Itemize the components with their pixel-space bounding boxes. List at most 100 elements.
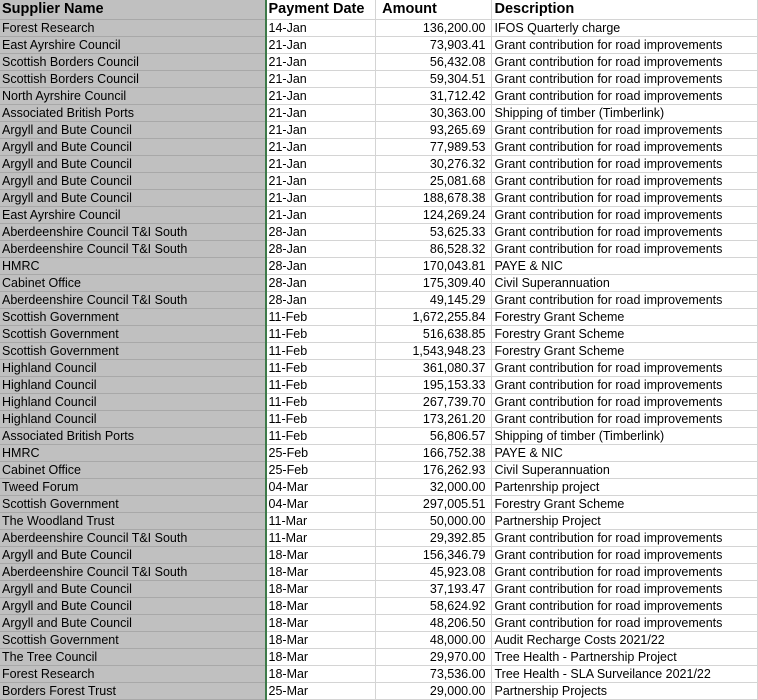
supplier-name-cell[interactable]: HMRC: [0, 444, 267, 462]
supplier-name-cell[interactable]: Scottish Government: [0, 308, 267, 326]
supplier-name-cell[interactable]: Argyll and Bute Council: [0, 121, 267, 139]
amount-cell[interactable]: 56,432.08: [375, 53, 493, 71]
description-cell[interactable]: Grant contribution for road improvements: [491, 155, 758, 173]
payment-date-cell[interactable]: 11-Feb: [265, 325, 377, 343]
payment-date-cell[interactable]: 28-Jan: [265, 274, 377, 292]
payment-date-cell[interactable]: 21-Jan: [265, 155, 377, 173]
payment-date-cell[interactable]: 28-Jan: [265, 240, 377, 258]
payment-date-cell[interactable]: 04-Mar: [265, 495, 377, 513]
supplier-name-cell[interactable]: Argyll and Bute Council: [0, 580, 267, 598]
amount-cell[interactable]: 176,262.93: [375, 461, 493, 479]
payment-date-cell[interactable]: 11-Feb: [265, 410, 377, 428]
supplier-name-cell[interactable]: Argyll and Bute Council: [0, 546, 267, 564]
description-cell[interactable]: Grant contribution for road improvements: [491, 359, 758, 377]
payment-date-cell[interactable]: 21-Jan: [265, 189, 377, 207]
description-cell[interactable]: Forestry Grant Scheme: [491, 495, 758, 513]
amount-cell[interactable]: 516,638.85: [375, 325, 493, 343]
description-cell[interactable]: Shipping of timber (Timberlink): [491, 427, 758, 445]
amount-cell[interactable]: 37,193.47: [375, 580, 493, 598]
payment-date-cell[interactable]: 21-Jan: [265, 53, 377, 71]
description-cell[interactable]: Grant contribution for road improvements: [491, 291, 758, 309]
amount-cell[interactable]: 361,080.37: [375, 359, 493, 377]
description-cell[interactable]: IFOS Quarterly charge: [491, 19, 758, 37]
payment-date-cell[interactable]: 21-Jan: [265, 70, 377, 88]
description-cell[interactable]: Grant contribution for road improvements: [491, 223, 758, 241]
supplier-name-cell[interactable]: North Ayrshire Council: [0, 87, 267, 105]
description-cell[interactable]: Forestry Grant Scheme: [491, 308, 758, 326]
supplier-name-cell[interactable]: Forest Research: [0, 665, 267, 683]
description-cell[interactable]: PAYE & NIC: [491, 257, 758, 275]
description-cell[interactable]: Civil Superannuation: [491, 274, 758, 292]
supplier-name-cell[interactable]: The Woodland Trust: [0, 512, 267, 530]
supplier-name-cell[interactable]: Argyll and Bute Council: [0, 172, 267, 190]
amount-cell[interactable]: 173,261.20: [375, 410, 493, 428]
payment-date-cell[interactable]: 21-Jan: [265, 121, 377, 139]
amount-cell[interactable]: 73,903.41: [375, 36, 493, 54]
description-cell[interactable]: Grant contribution for road improvements: [491, 614, 758, 632]
supplier-name-cell[interactable]: Argyll and Bute Council: [0, 155, 267, 173]
amount-cell[interactable]: 31,712.42: [375, 87, 493, 105]
supplier-name-cell[interactable]: Aberdeenshire Council T&I South: [0, 223, 267, 241]
description-cell[interactable]: Tree Health - SLA Surveilance 2021/22: [491, 665, 758, 683]
supplier-name-cell[interactable]: Forest Research: [0, 19, 267, 37]
supplier-name-cell[interactable]: East Ayrshire Council: [0, 36, 267, 54]
payment-date-cell[interactable]: 11-Mar: [265, 529, 377, 547]
description-cell[interactable]: Grant contribution for road improvements: [491, 172, 758, 190]
amount-cell[interactable]: 56,806.57: [375, 427, 493, 445]
amount-cell[interactable]: 49,145.29: [375, 291, 493, 309]
supplier-name-cell[interactable]: Cabinet Office: [0, 274, 267, 292]
amount-cell[interactable]: 29,000.00: [375, 682, 493, 700]
amount-cell[interactable]: 195,153.33: [375, 376, 493, 394]
supplier-name-cell[interactable]: The Tree Council: [0, 648, 267, 666]
supplier-name-cell[interactable]: Associated British Ports: [0, 104, 267, 122]
supplier-name-cell[interactable]: Aberdeenshire Council T&I South: [0, 563, 267, 581]
description-cell[interactable]: Tree Health - Partnership Project: [491, 648, 758, 666]
amount-cell[interactable]: 170,043.81: [375, 257, 493, 275]
description-cell[interactable]: Partenrship project: [491, 478, 758, 496]
description-cell[interactable]: PAYE & NIC: [491, 444, 758, 462]
supplier-name-cell[interactable]: Tweed Forum: [0, 478, 267, 496]
payment-date-cell[interactable]: 18-Mar: [265, 614, 377, 632]
payment-date-cell[interactable]: 25-Mar: [265, 682, 377, 700]
supplier-name-cell[interactable]: HMRC: [0, 257, 267, 275]
description-cell[interactable]: Grant contribution for road improvements: [491, 189, 758, 207]
amount-cell[interactable]: 136,200.00: [375, 19, 493, 37]
payment-date-cell[interactable]: 11-Feb: [265, 427, 377, 445]
amount-cell[interactable]: 166,752.38: [375, 444, 493, 462]
payment-date-cell[interactable]: 18-Mar: [265, 665, 377, 683]
description-cell[interactable]: Shipping of timber (Timberlink): [491, 104, 758, 122]
description-cell[interactable]: Grant contribution for road improvements: [491, 546, 758, 564]
amount-cell[interactable]: 93,265.69: [375, 121, 493, 139]
description-cell[interactable]: Grant contribution for road improvements: [491, 206, 758, 224]
amount-cell[interactable]: 58,624.92: [375, 597, 493, 615]
description-cell[interactable]: Grant contribution for road improvements: [491, 529, 758, 547]
supplier-name-cell[interactable]: Highland Council: [0, 393, 267, 411]
payment-date-cell[interactable]: 11-Feb: [265, 376, 377, 394]
payment-date-cell[interactable]: 11-Feb: [265, 359, 377, 377]
payment-date-cell[interactable]: 11-Mar: [265, 512, 377, 530]
description-cell[interactable]: Partnership Project: [491, 512, 758, 530]
amount-cell[interactable]: 30,363.00: [375, 104, 493, 122]
supplier-name-cell[interactable]: Highland Council: [0, 359, 267, 377]
payment-date-cell[interactable]: 21-Jan: [265, 138, 377, 156]
supplier-name-cell[interactable]: Argyll and Bute Council: [0, 189, 267, 207]
supplier-name-cell[interactable]: Aberdeenshire Council T&I South: [0, 529, 267, 547]
payment-date-cell[interactable]: 21-Jan: [265, 206, 377, 224]
amount-cell[interactable]: 30,276.32: [375, 155, 493, 173]
supplier-name-cell[interactable]: Scottish Government: [0, 495, 267, 513]
description-cell[interactable]: Grant contribution for road improvements: [491, 36, 758, 54]
payment-date-cell[interactable]: 18-Mar: [265, 597, 377, 615]
supplier-name-cell[interactable]: Scottish Government: [0, 325, 267, 343]
description-cell[interactable]: Grant contribution for road improvements: [491, 121, 758, 139]
amount-cell[interactable]: 29,392.85: [375, 529, 493, 547]
payment-date-cell[interactable]: 25-Feb: [265, 444, 377, 462]
amount-cell[interactable]: 32,000.00: [375, 478, 493, 496]
amount-cell[interactable]: 1,672,255.84: [375, 308, 493, 326]
payment-date-cell[interactable]: 21-Jan: [265, 104, 377, 122]
amount-cell[interactable]: 77,989.53: [375, 138, 493, 156]
amount-cell[interactable]: 45,923.08: [375, 563, 493, 581]
description-cell[interactable]: Grant contribution for road improvements: [491, 53, 758, 71]
description-cell[interactable]: Grant contribution for road improvements: [491, 87, 758, 105]
supplier-name-cell[interactable]: Aberdeenshire Council T&I South: [0, 240, 267, 258]
amount-cell[interactable]: 156,346.79: [375, 546, 493, 564]
